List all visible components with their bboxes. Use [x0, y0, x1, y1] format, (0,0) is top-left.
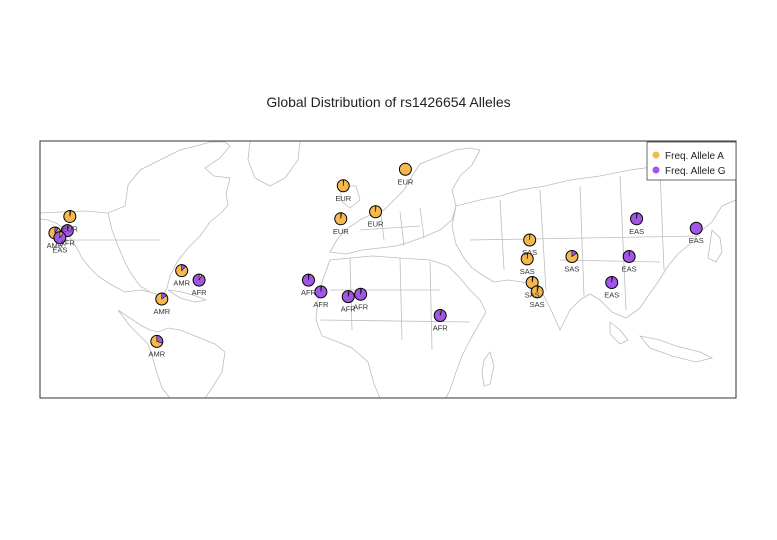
pie-outline	[530, 285, 544, 299]
pie-afr-16	[433, 308, 447, 322]
population-pies	[48, 162, 703, 348]
pie-sas-19	[565, 250, 579, 264]
pie-sas-20	[525, 275, 539, 289]
pie-eas-22	[630, 212, 644, 226]
pie-outline	[341, 290, 355, 304]
pie-outline	[689, 221, 703, 235]
pie-outline	[605, 275, 619, 289]
population-label: SAS	[530, 300, 545, 309]
pie-amr-10	[155, 292, 169, 306]
pie-eur-0	[398, 162, 412, 176]
population-label: AMR	[173, 279, 190, 288]
pie-outline	[301, 273, 315, 287]
pie-outline	[336, 179, 350, 193]
pie-outline	[523, 233, 537, 247]
population-label: EAS	[52, 246, 67, 255]
legend-label-a: Freq. Allele A	[665, 151, 724, 162]
pie-eur-3	[369, 205, 383, 219]
pie-sas-21	[530, 285, 544, 299]
pie-outline	[354, 287, 368, 301]
legend-box	[646, 141, 737, 181]
population-label: AMR	[47, 241, 64, 250]
population-label: AFR	[353, 302, 369, 311]
population-label: EAS	[629, 227, 644, 236]
population-label: EUR	[335, 194, 351, 203]
population-label: SAS	[525, 290, 540, 299]
pie-sas-17	[523, 233, 537, 247]
pie-amr-8	[175, 264, 189, 278]
population-label: EAS	[689, 236, 704, 245]
pie-eas-23	[689, 221, 703, 235]
pie-outline	[334, 212, 348, 226]
pie-afr-15	[354, 287, 368, 301]
pie-eur-1	[336, 179, 350, 193]
pie-sas-18	[520, 252, 534, 266]
population-labels: EUREUREUREUREURAFRAMREASAMRAFRAMRAMRAFRA…	[47, 177, 704, 358]
pie-outline	[622, 250, 636, 264]
population-label: AFR	[60, 239, 76, 248]
pie-outline	[398, 162, 412, 176]
pie-outline	[565, 250, 579, 264]
pie-outline	[369, 205, 383, 219]
population-label: EUR	[333, 227, 349, 236]
pie-amr-11	[150, 334, 164, 348]
pie-outline	[155, 292, 169, 306]
pie-outline	[60, 224, 74, 238]
population-label: EUR	[368, 220, 384, 229]
population-label: AFR	[301, 288, 317, 297]
map-frame	[39, 140, 737, 399]
population-label: AFR	[433, 323, 449, 332]
pie-base	[399, 163, 412, 176]
population-label: AMR	[153, 307, 170, 316]
population-label: AMR	[148, 349, 165, 358]
population-label: EAS	[604, 290, 619, 299]
pie-eur-4	[63, 209, 77, 223]
legend-label-g: Freq. Allele G	[665, 166, 726, 177]
pie-outline	[192, 273, 206, 287]
pie-eas-24	[622, 250, 636, 264]
population-label: EUR	[62, 224, 78, 233]
pie-base	[690, 222, 703, 235]
pie-outline	[63, 209, 77, 223]
pie-eas-7	[53, 231, 67, 245]
pie-outline	[520, 252, 534, 266]
population-label: EUR	[397, 177, 413, 186]
population-label: AFR	[192, 288, 208, 297]
pie-afr-9	[192, 273, 206, 287]
population-label: AFR	[313, 300, 329, 309]
pie-outline	[630, 212, 644, 226]
pie-outline	[175, 264, 189, 278]
population-label: AFR	[341, 305, 357, 314]
pie-afr-14	[341, 290, 355, 304]
pie-eur-2	[334, 212, 348, 226]
population-label: SAS	[564, 265, 579, 274]
chart-title: Global Distribution of rs1426654 Alleles	[266, 94, 511, 110]
legend-swatch-g	[652, 166, 660, 174]
pie-afr-13	[314, 285, 328, 299]
pie-outline	[53, 231, 67, 245]
pie-afr-12	[301, 273, 315, 287]
pie-eas-25	[605, 275, 619, 289]
legend: Freq. Allele A Freq. Allele G	[646, 141, 737, 181]
population-label: EAS	[622, 265, 637, 274]
legend-swatch-a	[652, 151, 660, 159]
pie-outline	[150, 334, 164, 348]
population-label: SAS	[520, 267, 535, 276]
pie-outline	[314, 285, 328, 299]
pie-outline	[433, 308, 447, 322]
population-label: SAS	[522, 248, 537, 257]
